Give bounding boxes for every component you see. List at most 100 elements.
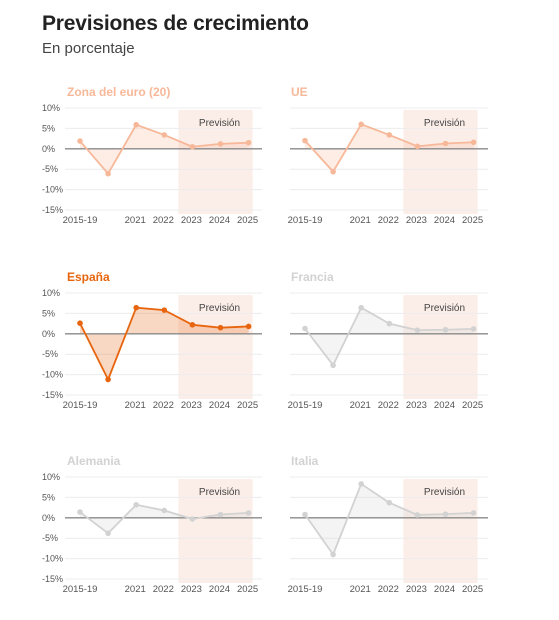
- x-tick-label: 2023: [406, 400, 427, 411]
- y-tick-label: -15%: [42, 205, 63, 215]
- chart-panel-title: Francia: [291, 270, 334, 284]
- data-point: [442, 326, 449, 333]
- data-point: [302, 325, 308, 332]
- x-tick-label: 2015-19: [63, 400, 98, 411]
- y-tick-label: -10%: [42, 185, 63, 195]
- x-tick-label: 2024: [209, 400, 230, 411]
- data-point: [105, 170, 111, 177]
- x-tick-label: 2023: [181, 400, 202, 411]
- forecast-region: [403, 295, 478, 399]
- forecast-label: Previsión: [424, 487, 465, 498]
- y-tick-label: 5%: [42, 123, 55, 133]
- data-point: [302, 511, 308, 518]
- x-tick-label: 2025: [462, 400, 483, 411]
- forecast-region: [403, 479, 478, 583]
- data-point: [414, 143, 421, 150]
- data-point: [217, 141, 224, 147]
- data-point: [105, 530, 111, 537]
- data-point: [470, 326, 477, 332]
- data-point: [133, 121, 139, 128]
- x-tick-label: 2015-19: [63, 215, 98, 226]
- data-point: [358, 481, 365, 487]
- x-tick-label: 2024: [209, 584, 230, 595]
- y-tick-label: 0%: [42, 144, 55, 154]
- data-point: [161, 307, 168, 313]
- series-area: [80, 307, 249, 380]
- forecast-region: [178, 110, 253, 214]
- data-point: [330, 362, 336, 369]
- data-point: [217, 324, 224, 331]
- x-tick-label: 2021: [350, 215, 371, 226]
- data-point: [442, 511, 449, 517]
- chart-panel-title: UE: [291, 85, 308, 99]
- page-subtitle: En porcentaje: [42, 40, 135, 57]
- y-tick-label: 10%: [42, 288, 60, 298]
- y-tick-label: -10%: [42, 370, 63, 380]
- forecast-region: [403, 110, 478, 214]
- chart-panel-title: Alemania: [67, 454, 121, 468]
- data-point: [386, 132, 393, 138]
- y-tick-label: -10%: [42, 554, 63, 564]
- forecast-label: Previsión: [424, 303, 465, 314]
- x-tick-label: 2024: [209, 215, 230, 226]
- data-point: [386, 320, 393, 327]
- x-tick-label: 2015-19: [288, 400, 323, 411]
- chart-panel: España Previsión 10% 5% 0% -5% -10% -15%2015-19…: [42, 270, 262, 411]
- x-tick-label: 2025: [462, 215, 483, 226]
- data-point: [189, 322, 196, 328]
- chart-panel: Italia Previsión 2015-19 2021 2022 2023 2024 20…: [288, 454, 488, 595]
- x-tick-label: 2022: [153, 400, 174, 411]
- data-point: [189, 143, 196, 150]
- page-title: Previsiones de crecimiento: [42, 12, 309, 35]
- chart-panel: Francia Previsión 2015-19 2021 2022 2023 2024 2…: [288, 270, 488, 411]
- y-tick-label: 0%: [42, 329, 55, 339]
- data-point: [330, 168, 336, 175]
- data-point: [77, 320, 83, 326]
- series-area: [305, 483, 474, 555]
- x-tick-label: 2022: [378, 584, 399, 595]
- data-point: [330, 551, 336, 558]
- data-point: [217, 511, 224, 518]
- data-point: [386, 499, 393, 506]
- chart-panel-title: Italia: [291, 454, 319, 468]
- y-tick-label: 5%: [42, 308, 55, 318]
- x-tick-label: 2022: [153, 584, 174, 595]
- x-tick-label: 2023: [406, 584, 427, 595]
- y-tick-label: -15%: [42, 574, 63, 584]
- x-tick-label: 2024: [434, 215, 455, 226]
- y-tick-label: -5%: [42, 533, 58, 543]
- data-point: [161, 132, 168, 138]
- x-tick-label: 2025: [237, 400, 258, 411]
- data-point: [358, 304, 365, 311]
- data-point: [470, 510, 477, 516]
- x-tick-label: 2025: [237, 215, 258, 226]
- data-point: [245, 323, 252, 330]
- data-point: [77, 509, 83, 515]
- data-point: [77, 138, 83, 144]
- data-point: [414, 512, 421, 518]
- forecast-label: Previsión: [199, 118, 240, 129]
- chart-panel: UE Previsión 2015-19 2021 2022 2023 2024 2025: [288, 85, 488, 226]
- y-tick-label: -5%: [42, 349, 58, 359]
- y-tick-label: -5%: [42, 164, 58, 174]
- x-tick-label: 2025: [237, 584, 258, 595]
- x-tick-label: 2022: [378, 400, 399, 411]
- x-tick-label: 2021: [350, 400, 371, 411]
- chart-panel: Zona del euro (20) Previsión 10% 5% 0% -5% -10…: [42, 85, 262, 226]
- data-point: [105, 376, 111, 383]
- data-point: [470, 139, 477, 146]
- data-point: [414, 327, 421, 333]
- x-tick-label: 2021: [350, 584, 371, 595]
- data-point: [358, 121, 365, 128]
- forecast-label: Previsión: [424, 118, 465, 129]
- forecast-label: Previsión: [199, 303, 240, 314]
- y-tick-label: 0%: [42, 513, 55, 523]
- x-tick-label: 2023: [406, 215, 427, 226]
- series-area: [305, 124, 474, 172]
- y-tick-label: 5%: [42, 492, 55, 502]
- x-tick-label: 2024: [434, 400, 455, 411]
- x-tick-label: 2022: [153, 215, 174, 226]
- x-tick-label: 2021: [125, 584, 146, 595]
- data-point: [133, 501, 139, 508]
